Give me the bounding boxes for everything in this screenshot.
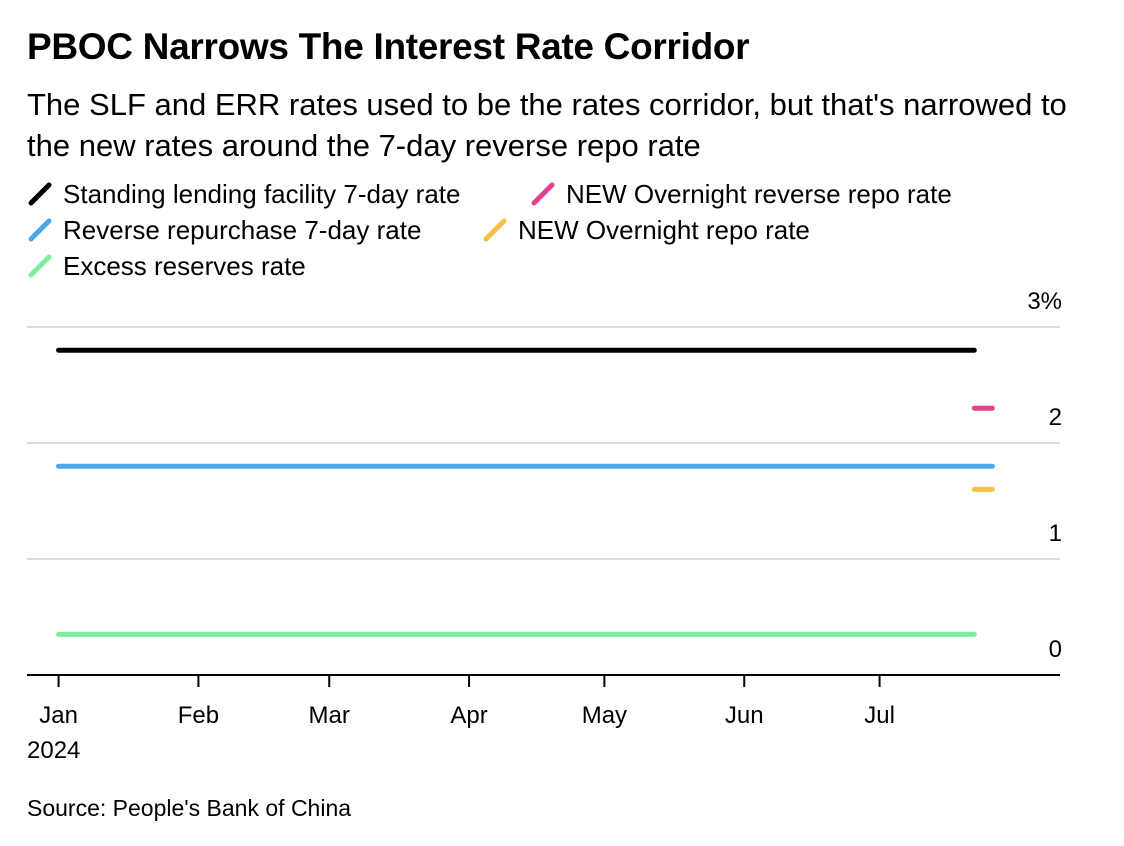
x-tick-label: May <box>582 702 627 729</box>
chart-title: PBOC Narrows The Interest Rate Corridor <box>27 26 750 67</box>
legend-item-overnight-repo: NEW Overnight repo rate <box>482 212 810 248</box>
legend-swatch-excess-reserves <box>27 253 53 279</box>
y-tick-label: 0 <box>1049 636 1062 663</box>
x-tick-label: Jul <box>864 702 895 729</box>
y-tick-label: 3% <box>1027 288 1062 315</box>
grid-lines <box>27 326 1060 560</box>
x-tick-label: Mar <box>309 702 350 729</box>
y-tick-label: 2 <box>1049 404 1062 431</box>
x-tick-label: Jan <box>39 702 78 729</box>
x-tick-label: Apr <box>450 702 487 729</box>
legend-swatch-overnight-reverse-repo <box>530 181 556 207</box>
y-tick-label: 1 <box>1049 520 1062 547</box>
series-lines <box>56 347 995 637</box>
legend-label-excess-reserves: Excess reserves rate <box>63 250 306 281</box>
legend-swatch-overnight-repo <box>482 217 508 243</box>
x-tick-year-label: 2024 <box>27 737 80 764</box>
source-note: Source: People's Bank of China <box>27 795 352 821</box>
legend-label-overnight-repo: NEW Overnight repo rate <box>518 214 810 245</box>
legend-item-overnight-reverse-repo: NEW Overnight reverse repo rate <box>530 176 952 212</box>
legend-item-reverse-repurchase: Reverse repurchase 7-day rate <box>27 212 421 248</box>
x-tick-label: Jun <box>725 702 764 729</box>
legend-item-excess-reserves: Excess reserves rate <box>27 248 306 284</box>
chart-subtitle: The SLF and ERR rates used to be the rat… <box>27 87 1067 163</box>
x-tick-label: Feb <box>178 702 219 729</box>
legend-swatch-reverse-repurchase <box>27 217 53 243</box>
x-axis: Jan 2024 Feb Mar Apr May Jun Jul <box>27 674 1060 764</box>
line-chart: 0 1 2 3% Jan 2024 Feb Mar Apr May Jun Jul <box>27 288 1062 764</box>
legend-item-slf: Standing lending facility 7-day rate <box>27 176 460 212</box>
legend-label-overnight-reverse-repo: NEW Overnight reverse repo rate <box>566 178 952 209</box>
y-axis-ticks: 0 1 2 3% <box>1027 288 1062 663</box>
legend-swatch-slf <box>27 181 53 207</box>
legend-label-reverse-repurchase: Reverse repurchase 7-day rate <box>63 214 422 245</box>
legend-label-slf: Standing lending facility 7-day rate <box>63 178 461 209</box>
